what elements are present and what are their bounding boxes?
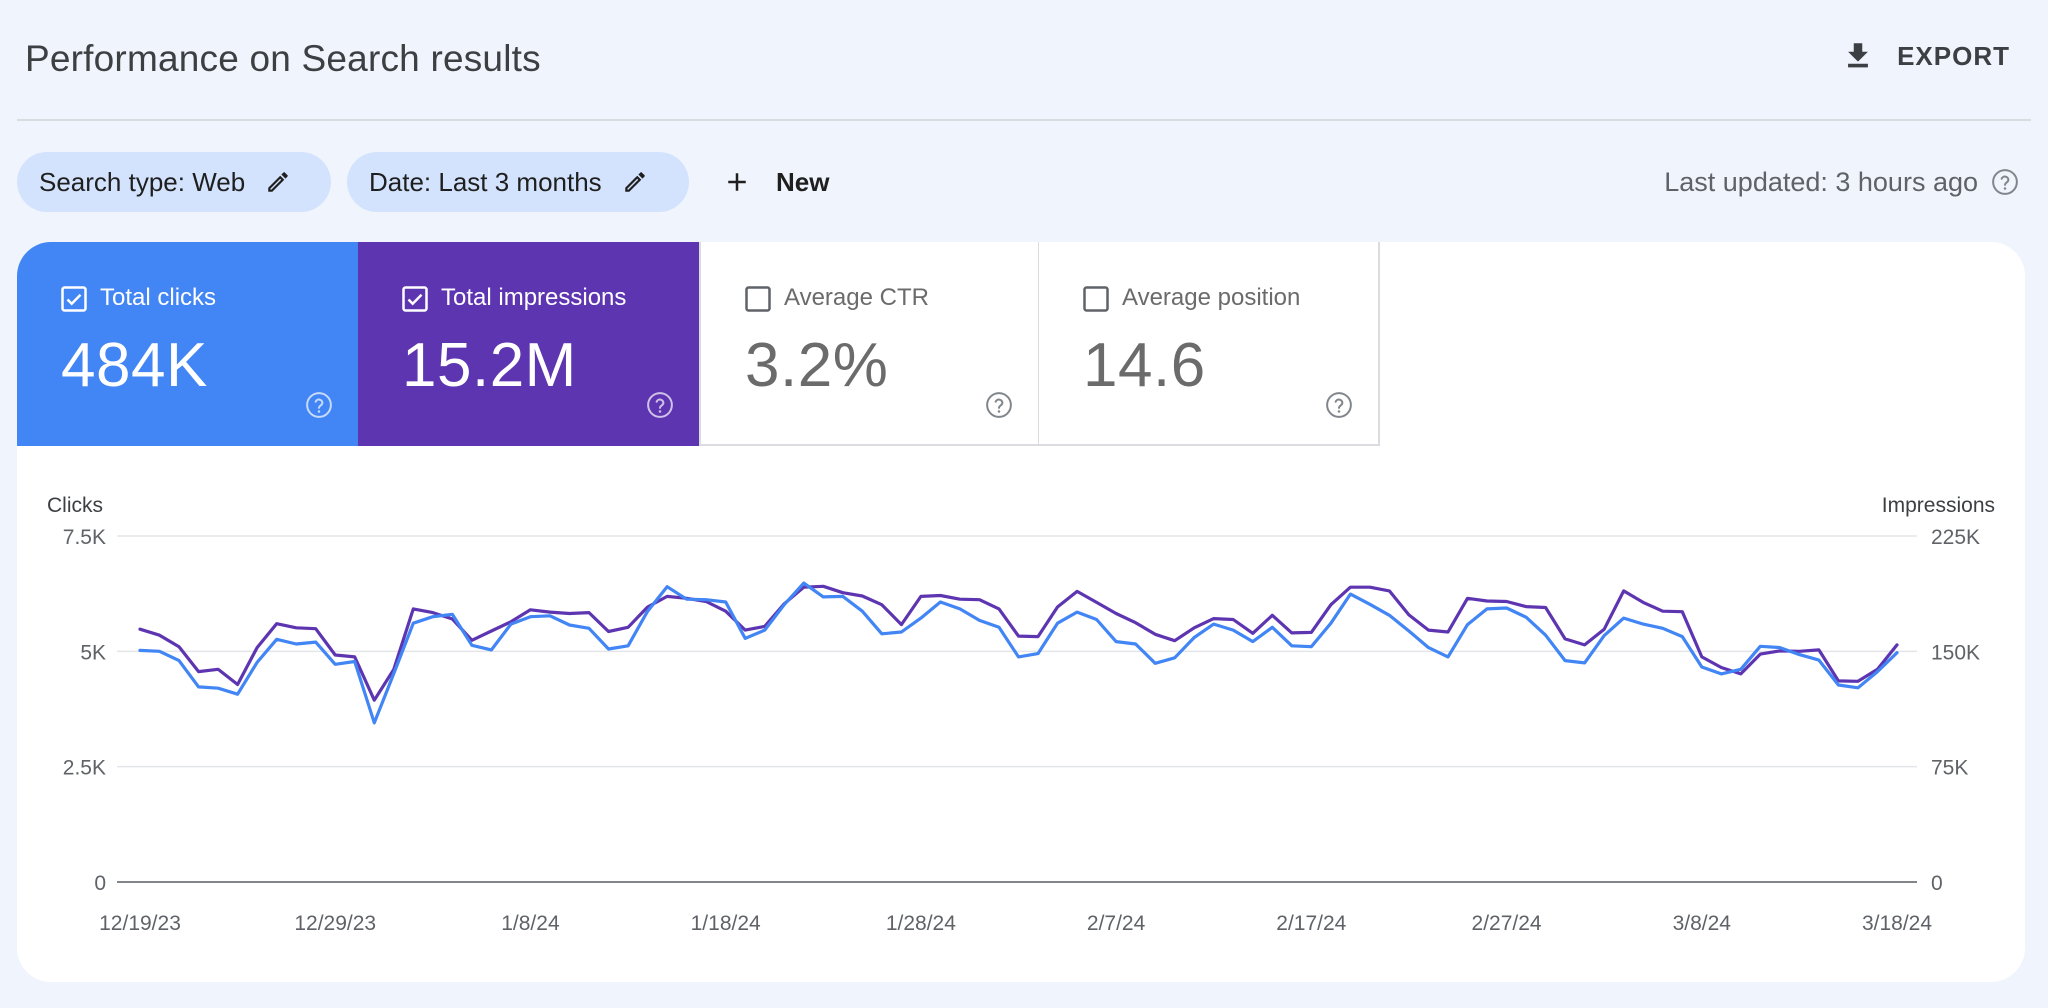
x-axis-tick-label: 3/18/24 bbox=[1862, 912, 1932, 935]
page-title: Performance on Search results bbox=[25, 38, 541, 79]
download-icon bbox=[1848, 43, 1868, 68]
metric-total-clicks[interactable]: Total clicks 484K bbox=[17, 242, 358, 446]
left-axis-tick-label: 5K bbox=[80, 641, 106, 664]
metric-label: Average CTR bbox=[784, 284, 929, 311]
checkbox-unchecked-icon[interactable] bbox=[745, 286, 771, 312]
x-axis-ticks: 12/19/23 12/29/23 1/8/24 1/18/24 1/28/24 2/7/… bbox=[99, 912, 1932, 935]
export-button[interactable]: EXPORT bbox=[1841, 38, 2010, 74]
help-circle-icon[interactable] bbox=[645, 390, 675, 420]
metric-value: 15.2M bbox=[402, 331, 577, 400]
x-axis-tick-label: 12/29/23 bbox=[294, 912, 376, 935]
x-axis-tick-label: 2/17/24 bbox=[1276, 912, 1346, 935]
last-updated-text: Last updated: 3 hours ago bbox=[1664, 166, 1978, 197]
metric-value: 3.2% bbox=[745, 331, 889, 400]
checkbox-unchecked-icon[interactable] bbox=[1083, 286, 1109, 312]
metric-value: 14.6 bbox=[1083, 331, 1206, 400]
search-type-filter-label: Search type: Web bbox=[39, 166, 246, 197]
help-circle-icon[interactable] bbox=[304, 390, 334, 420]
search-type-filter-chip[interactable]: Search type: Web bbox=[17, 152, 331, 212]
metric-value: 484K bbox=[61, 331, 208, 400]
left-axis-tick-label: 0 bbox=[94, 872, 106, 895]
date-filter-chip[interactable]: Date: Last 3 months bbox=[347, 152, 689, 212]
right-axis-tick-label: 225K bbox=[1931, 526, 1980, 549]
left-axis-tick-label: 2.5K bbox=[63, 757, 106, 780]
left-axis-ticks: 7.5K 5K 2.5K 0 bbox=[63, 526, 106, 895]
performance-line-chart[interactable]: Clicks Impressions 7.5K 5K 2.5K 0 225K 150K 7… bbox=[17, 242, 2025, 982]
new-filter-label: New bbox=[776, 166, 830, 197]
left-axis-title: Clicks bbox=[47, 494, 103, 517]
header-divider bbox=[17, 119, 2031, 121]
x-axis-tick-label: 1/8/24 bbox=[501, 912, 560, 935]
x-axis-tick-label: 1/28/24 bbox=[886, 912, 956, 935]
x-axis-tick-label: 2/7/24 bbox=[1087, 912, 1146, 935]
metric-average-ctr[interactable]: Average CTR 3.2% bbox=[699, 242, 1040, 446]
plus-icon bbox=[728, 173, 746, 191]
help-circle-icon[interactable] bbox=[1324, 390, 1354, 420]
chart-gridlines bbox=[117, 535, 1917, 883]
x-axis-tick-label: 2/27/24 bbox=[1472, 912, 1542, 935]
x-axis-tick-label: 12/19/23 bbox=[99, 912, 181, 935]
page-header: Performance on Search results EXPORT bbox=[0, 0, 2048, 121]
series-line-impressions bbox=[138, 584, 1899, 702]
series-line-clicks bbox=[138, 581, 1899, 725]
pencil-icon bbox=[624, 172, 645, 192]
right-axis-ticks: 225K 150K 75K 0 bbox=[1931, 526, 1980, 895]
x-axis-tick-label: 3/8/24 bbox=[1673, 912, 1732, 935]
right-axis-tick-label: 75K bbox=[1931, 757, 1968, 780]
metric-label: Average position bbox=[1122, 284, 1301, 311]
export-label: EXPORT bbox=[1897, 40, 2010, 71]
last-updated-status: Last updated: 3 hours ago bbox=[1664, 152, 2020, 212]
right-axis-tick-label: 150K bbox=[1931, 641, 1980, 664]
new-filter-button[interactable]: New bbox=[722, 152, 829, 212]
metric-average-position[interactable]: Average position 14.6 bbox=[1039, 242, 1380, 446]
help-circle-icon[interactable] bbox=[984, 390, 1014, 420]
left-axis-tick-label: 7.5K bbox=[63, 526, 106, 549]
right-axis-tick-label: 0 bbox=[1931, 872, 1943, 895]
help-circle-icon[interactable] bbox=[1990, 167, 2020, 197]
metric-label: Total impressions bbox=[441, 284, 627, 311]
filter-bar: Search type: Web Date: Last 3 months New… bbox=[0, 152, 2048, 212]
chart-series bbox=[138, 581, 1899, 725]
metric-label: Total clicks bbox=[100, 284, 217, 311]
pencil-icon bbox=[268, 172, 288, 192]
checkbox-checked-icon[interactable] bbox=[61, 286, 87, 312]
date-filter-label: Date: Last 3 months bbox=[369, 166, 602, 197]
performance-card: Total clicks 484K Total impressions 15.2… bbox=[17, 242, 2025, 982]
checkbox-checked-icon[interactable] bbox=[402, 286, 428, 312]
right-axis-title: Impressions bbox=[1882, 494, 1995, 517]
x-axis-tick-label: 1/18/24 bbox=[691, 912, 761, 935]
metric-total-impressions[interactable]: Total impressions 15.2M bbox=[358, 242, 699, 446]
